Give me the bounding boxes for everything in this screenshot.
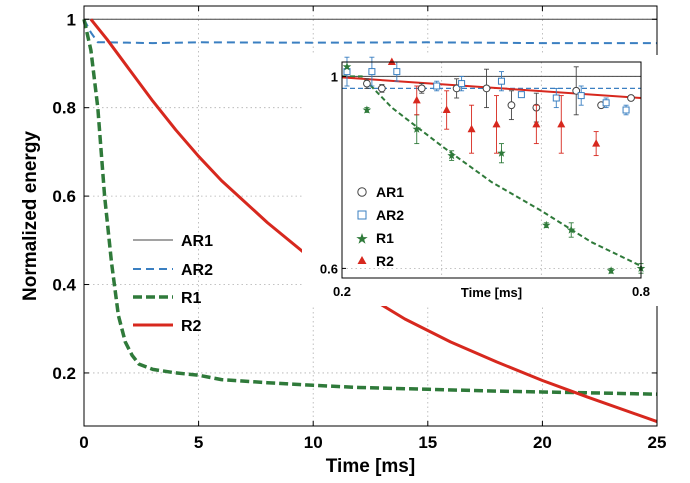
inset-legend-label-r2: R2 [376,253,394,269]
legend-label-r1: R1 [181,290,202,307]
inset-legend-marker-ar2 [357,210,367,220]
inset-axis-ticks: 0.2 0.8 0.6 1 [320,69,650,299]
inset-background [302,55,664,306]
data-point-r2 [412,95,421,104]
data-point-r1 [606,266,616,275]
main-tick-label-y: 0.4 [52,276,76,295]
data-point-ar1 [627,94,635,102]
legend-label-r2: R2 [181,318,202,335]
data-point-ar2 [393,68,401,76]
inset-tick-label-x: 0.8 [632,284,650,299]
data-point-ar2 [577,92,585,100]
inset-legend: AR1 AR2 R1 R2 [356,184,404,269]
data-point-r1 [567,225,576,234]
main-tick-label-y: 0.6 [52,187,76,206]
data-point-ar2 [552,94,560,102]
x-axis-label: Time [ms] [326,456,415,477]
data-point-ar2 [433,82,441,90]
main-tick-label-y: 1 [67,10,76,29]
inset-tick-label-y: 0.6 [320,261,338,276]
data-point-r2 [557,119,566,128]
inset-legend-marker-ar1 [357,187,367,197]
main-tick-label-y: 0.2 [52,364,76,383]
main-axis-ticks: 0 5 10 15 20 25 0.2 0.4 0.6 0.8 1 [52,6,666,452]
y-axis-label: Normalized energy [20,131,41,301]
main-series-lines [82,18,658,424]
data-point-ar1 [507,101,516,110]
inset-legend-label-ar1: AR1 [376,184,404,200]
data-point-ar2 [622,106,630,114]
data-point-r2 [532,119,541,128]
legend-label-ar2: AR2 [181,262,213,279]
main-tick-label-y: 0.8 [52,99,76,118]
data-point-ar2 [602,99,610,107]
main-tick-label-x: 20 [533,433,552,452]
data-point-r2 [442,105,451,113]
data-point-r2 [387,57,396,65]
data-point-ar1 [417,84,426,93]
main-tick-label-x: 25 [648,433,667,452]
data-point-ar2 [368,68,376,76]
data-point-ar1 [363,79,371,88]
main-legend: AR1 AR2 R1 R2 [133,233,213,335]
inset-data-points [342,56,646,275]
data-point-r2 [592,139,601,147]
inset-tick-label-y: 1 [331,69,338,84]
inset-legend-marker-r2 [357,256,367,264]
data-point-r1 [497,148,506,157]
data-point-r1 [542,220,551,229]
data-point-ar2 [458,80,466,88]
main-tick-label-x: 0 [79,433,88,452]
inset-line-r2 [341,76,642,99]
inset-tick-label-x: 0.2 [333,284,351,299]
inset-x-axis-label: Time [ms] [461,285,522,300]
inset-legend-marker-r1 [356,233,368,244]
data-point-r1 [342,62,352,71]
main-tick-label-x: 15 [418,433,437,452]
inset-legend-label-r1: R1 [376,230,394,246]
inset-legend-label-ar2: AR2 [376,207,404,223]
data-point-r1 [362,105,372,114]
data-point-ar1 [482,84,491,93]
main-tick-label-x: 10 [304,433,323,452]
data-point-r2 [467,124,476,133]
data-point-ar2 [497,77,505,85]
series-line-r1 [82,18,658,396]
legend-label-ar1: AR1 [181,233,213,250]
inset-plot-frame [341,61,642,279]
data-point-r1 [447,151,456,160]
series-line-ar2 [83,18,657,45]
data-point-ar1 [377,84,386,93]
data-point-r2 [492,119,501,128]
data-point-ar2 [517,91,525,99]
series-line-r2 [89,18,658,424]
data-point-r1 [412,124,421,133]
main-tick-label-x: 5 [194,433,203,452]
